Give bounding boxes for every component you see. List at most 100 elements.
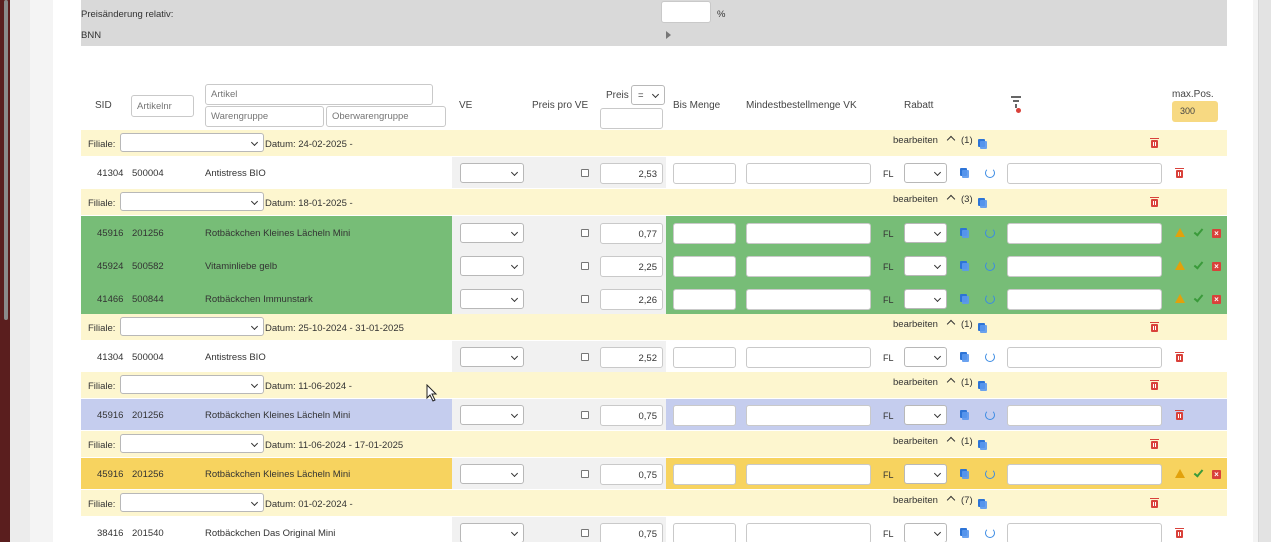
article-row[interactable]	[81, 157, 452, 188]
comment-input[interactable]	[1007, 289, 1162, 310]
article-row[interactable]	[81, 249, 452, 282]
rabatt-select[interactable]	[904, 163, 947, 183]
delete-group-icon[interactable]	[1150, 380, 1159, 390]
mindestbestellmenge-input[interactable]	[746, 223, 871, 244]
comment-input[interactable]	[1007, 223, 1162, 244]
copy-group-icon[interactable]	[978, 381, 987, 391]
delete-row-icon[interactable]	[1175, 352, 1184, 362]
filiale-select[interactable]	[120, 375, 264, 394]
filiale-select[interactable]	[120, 317, 264, 336]
preis-filter-input[interactable]	[600, 108, 663, 129]
bearbeiten-link[interactable]: bearbeiten	[893, 135, 938, 146]
mindestbestellmenge-input[interactable]	[746, 256, 871, 277]
right-scrollbar[interactable]	[1258, 0, 1271, 542]
preis-pro-ve-checkbox[interactable]	[581, 411, 589, 419]
mindestbestellmenge-input[interactable]	[746, 405, 871, 426]
preis-input[interactable]: 0,75	[600, 405, 663, 426]
bis-menge-input[interactable]	[673, 256, 736, 277]
refresh-icon[interactable]	[985, 168, 995, 178]
mindestbestellmenge-input[interactable]	[746, 347, 871, 368]
copy-row-icon[interactable]	[960, 469, 969, 479]
bis-menge-input[interactable]	[673, 464, 736, 485]
delete-group-icon[interactable]	[1150, 197, 1159, 207]
copy-row-icon[interactable]	[960, 168, 969, 178]
bis-menge-input[interactable]	[673, 289, 736, 310]
filiale-select[interactable]	[120, 434, 264, 453]
left-scrollbar-thumb[interactable]	[4, 0, 8, 320]
delete-row-icon[interactable]	[1175, 168, 1184, 178]
bearbeiten-link[interactable]: bearbeiten	[893, 495, 938, 506]
preis-pro-ve-checkbox[interactable]	[581, 470, 589, 478]
article-row[interactable]	[81, 399, 452, 430]
delete-group-icon[interactable]	[1150, 498, 1159, 508]
copy-group-icon[interactable]	[978, 440, 987, 450]
preis-input[interactable]: 0,75	[600, 523, 663, 542]
copy-group-icon[interactable]	[978, 499, 987, 509]
preis-input[interactable]: 0,75	[600, 464, 663, 485]
article-row[interactable]	[81, 458, 452, 489]
refresh-icon[interactable]	[985, 261, 995, 271]
copy-row-icon[interactable]	[960, 410, 969, 420]
refresh-icon[interactable]	[985, 410, 995, 420]
mindestbestellmenge-input[interactable]	[746, 289, 871, 310]
artikel-filter[interactable]	[205, 84, 433, 105]
copy-group-icon[interactable]	[978, 198, 987, 208]
comment-input[interactable]	[1007, 347, 1162, 368]
rabatt-select[interactable]	[904, 464, 947, 484]
mindestbestellmenge-input[interactable]	[746, 523, 871, 542]
preis-input[interactable]: 2,52	[600, 347, 663, 368]
filiale-select[interactable]	[120, 133, 264, 152]
delete-row-icon[interactable]	[1175, 528, 1184, 538]
rabatt-select[interactable]	[904, 256, 947, 276]
refresh-icon[interactable]	[985, 228, 995, 238]
article-row[interactable]	[81, 341, 452, 372]
copy-row-icon[interactable]	[960, 528, 969, 538]
preis-input[interactable]: 2,53	[600, 163, 663, 184]
bearbeiten-link[interactable]: bearbeiten	[893, 194, 938, 205]
bearbeiten-link[interactable]: bearbeiten	[893, 436, 938, 447]
artikelnr-filter[interactable]	[131, 95, 194, 117]
bearbeiten-link[interactable]: bearbeiten	[893, 319, 938, 330]
refresh-icon[interactable]	[985, 469, 995, 479]
comment-input[interactable]	[1007, 523, 1162, 542]
delete-group-icon[interactable]	[1150, 439, 1159, 449]
bearbeiten-link[interactable]: bearbeiten	[893, 377, 938, 388]
bis-menge-input[interactable]	[673, 405, 736, 426]
refresh-icon[interactable]	[985, 352, 995, 362]
comment-input[interactable]	[1007, 464, 1162, 485]
article-row[interactable]	[81, 282, 452, 315]
comment-input[interactable]	[1007, 405, 1162, 426]
copy-group-icon[interactable]	[978, 323, 987, 333]
clear-filter-icon[interactable]	[1011, 96, 1021, 114]
rabatt-select[interactable]	[904, 223, 947, 243]
copy-row-icon[interactable]	[960, 228, 969, 238]
rabatt-select[interactable]	[904, 405, 947, 425]
ve-select[interactable]	[460, 256, 524, 276]
comment-input[interactable]	[1007, 163, 1162, 184]
oberwarengruppe-filter[interactable]	[326, 106, 446, 127]
delete-group-icon[interactable]	[1150, 138, 1159, 148]
preis-pro-ve-checkbox[interactable]	[581, 169, 589, 177]
max-pos-value[interactable]: 300	[1172, 101, 1218, 122]
comment-input[interactable]	[1007, 256, 1162, 277]
filiale-select[interactable]	[120, 192, 264, 211]
preis-pro-ve-checkbox[interactable]	[581, 229, 589, 237]
bis-menge-input[interactable]	[673, 523, 736, 542]
ve-select[interactable]	[460, 523, 524, 542]
copy-row-icon[interactable]	[960, 261, 969, 271]
copy-row-icon[interactable]	[960, 294, 969, 304]
copy-group-icon[interactable]	[978, 139, 987, 149]
rabatt-select[interactable]	[904, 347, 947, 367]
bis-menge-input[interactable]	[673, 223, 736, 244]
preis-input[interactable]: 2,26	[600, 289, 663, 310]
preis-pro-ve-checkbox[interactable]	[581, 353, 589, 361]
copy-row-icon[interactable]	[960, 352, 969, 362]
rabatt-select[interactable]	[904, 523, 947, 542]
article-row[interactable]	[81, 517, 452, 542]
ve-select[interactable]	[460, 464, 524, 484]
bis-menge-input[interactable]	[673, 347, 736, 368]
ve-select[interactable]	[460, 289, 524, 309]
preis-input[interactable]: 0,77	[600, 223, 663, 244]
delete-row-icon[interactable]	[1175, 410, 1184, 420]
article-row[interactable]	[81, 216, 452, 249]
